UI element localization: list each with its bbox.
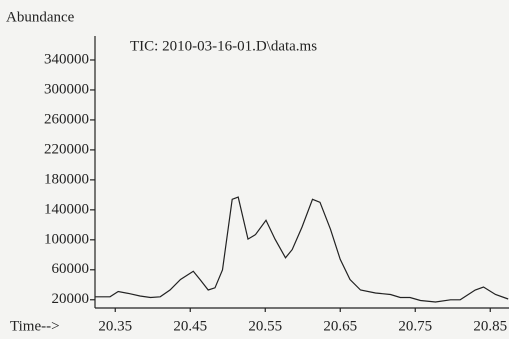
y-tick-label: 20000 bbox=[52, 291, 90, 307]
x-tick-label: 20.85 bbox=[473, 318, 507, 334]
y-tick-label: 260000 bbox=[44, 111, 89, 127]
y-tick-label: 100000 bbox=[44, 231, 89, 247]
x-tick-label: 20.55 bbox=[248, 318, 282, 334]
chart-title: TIC: 2010-03-16-01.D\data.ms bbox=[130, 38, 317, 54]
y-tick-label: 140000 bbox=[44, 201, 89, 217]
x-tick-label: 20.35 bbox=[98, 318, 132, 334]
y-axis-label: Abundance bbox=[6, 9, 75, 25]
x-tick-label: 20.75 bbox=[398, 318, 432, 334]
tic-line bbox=[95, 196, 509, 303]
y-tick-label: 340000 bbox=[44, 51, 89, 67]
y-tick-label: 180000 bbox=[44, 171, 89, 187]
y-tick-label: 60000 bbox=[52, 261, 90, 277]
y-tick-label: 220000 bbox=[44, 141, 89, 157]
x-tick-label: 20.65 bbox=[323, 318, 357, 334]
y-tick-label: 300000 bbox=[44, 81, 89, 97]
x-axis-label: Time--> bbox=[10, 318, 60, 334]
x-tick-label: 20.45 bbox=[173, 318, 207, 334]
